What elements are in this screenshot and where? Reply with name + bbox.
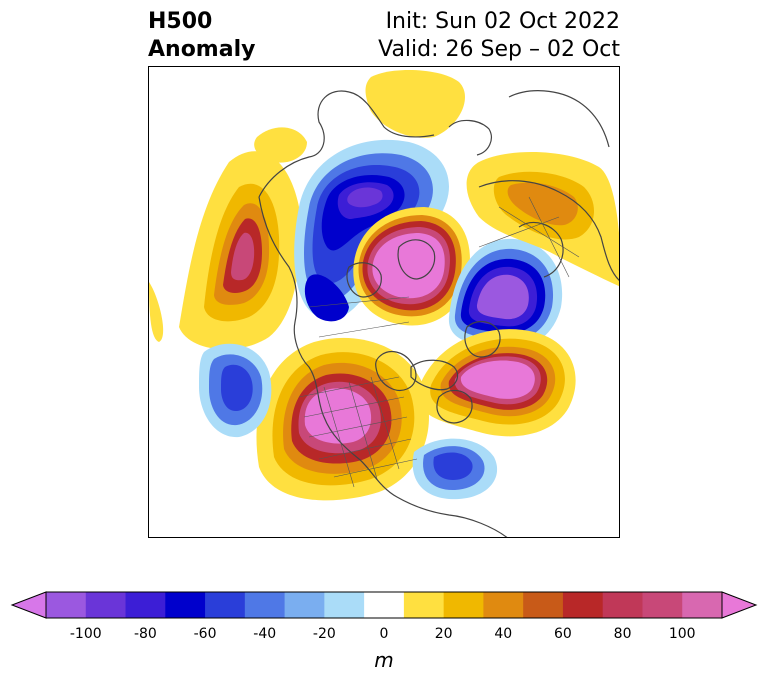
anomaly-atlantic-low [412,438,498,500]
colorbar-tick-label: 80 [613,626,632,642]
colorbar-tick-label: -40 [253,626,277,642]
colorbar-cell [85,592,127,618]
anomaly-greenland-high [417,329,576,437]
title-line-2: Anomaly [148,37,256,62]
anomaly-map [149,70,619,537]
map-subtitle: Init: Sun 02 Oct 2022 Valid: 26 Sep – 02… [378,8,620,64]
anomaly-canada-high [256,337,429,501]
colorbar-cell [642,592,683,618]
colorbar-tick-label: -60 [193,626,217,642]
colorbar-tick-label: 40 [494,626,513,642]
colorbar-tick-label: -80 [133,626,157,642]
init-date: Init: Sun 02 Oct 2022 [385,9,620,34]
colorbar-cell [562,592,604,618]
valid-range: Valid: 26 Sep – 02 Oct [378,37,620,62]
colorbar-tick-label: -100 [69,626,102,642]
colorbar-cell [682,592,723,618]
colorbar-cell [443,592,484,618]
colorbar [10,591,758,619]
colorbar-cell [165,592,206,618]
colorbar-tick-label: 60 [554,626,572,642]
map-panel [148,66,620,538]
colorbar-cell [324,592,365,618]
colorbar-tick-label: -20 [312,626,336,642]
colorbar-cell [205,592,246,618]
colorbar-cell [483,592,524,618]
colorbar-frame [45,591,723,619]
anomaly-eurasia-high [254,70,619,287]
colorbar-cell [125,592,166,618]
colorbar-tick-label: 100 [668,626,696,642]
map-title: H500 Anomaly [148,8,255,64]
colorbar-cell [244,592,286,618]
colorbar-max-extension [721,591,758,619]
colorbar-cell [284,592,325,618]
colorbar-tick-label: 0 [379,626,389,642]
colorbar-cell [403,592,445,618]
anomaly-west-coast-high [149,151,301,350]
colorbar-cell [523,592,564,618]
colorbar-cell [602,592,643,618]
colorbar-tick-label: 20 [434,626,453,642]
colorbar-unit: m [374,648,394,672]
anomaly-polar-high [353,207,470,326]
title-line-1: H500 [148,9,213,34]
colorbar-min-extension [10,591,47,619]
colorbar-cell [364,592,405,618]
coastlines [258,90,619,537]
anomaly-pacific-low [199,343,272,438]
colorbar-cell [46,592,87,618]
political-borders [298,196,580,488]
